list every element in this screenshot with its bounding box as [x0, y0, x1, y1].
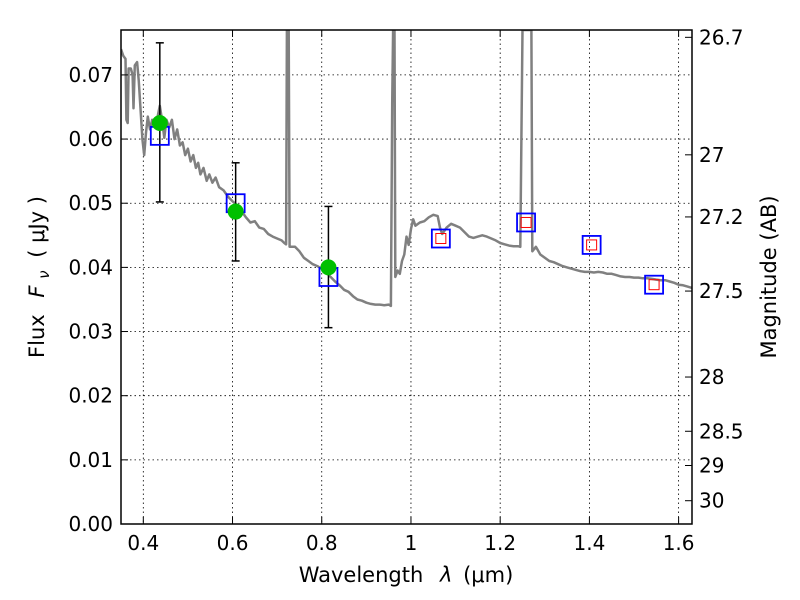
grid [121, 30, 692, 524]
model-band-square [644, 274, 664, 295]
y-axis-ticks: 0.00 0.01 0.02 0.03 0.04 0.05 0.06 0.07 [68, 63, 128, 536]
series-layer [121, 30, 692, 308]
y-axis-label-subscript: ν [35, 270, 53, 278]
observed-flux-point [151, 115, 168, 132]
magnitude-tick-label: 30 [699, 489, 724, 513]
y-tick-label: 0.04 [68, 255, 113, 279]
magnitude-tick-label: 26.7 [699, 25, 744, 49]
x-tick-label: 0.6 [217, 531, 249, 555]
magnitude-tick-label: 28 [699, 365, 724, 389]
magnitude-axis-label: Magnitude (AB) [757, 195, 781, 358]
observed-flux-point [227, 203, 244, 220]
marker-layer [149, 42, 664, 329]
y-tick-label: 0.07 [68, 63, 113, 87]
upper-limit-square [586, 239, 598, 251]
y-tick-label: 0.02 [68, 384, 113, 408]
y-axis-label: Flux F ν ( μJy ) [25, 196, 54, 358]
x-tick-label: 1.4 [573, 531, 605, 555]
y-tick-label: 0.06 [68, 127, 113, 151]
magnitude-tick-label: 27.2 [699, 205, 744, 229]
y-tick-label: 0.00 [68, 512, 113, 536]
x-axis-label: Wavelength λ (μm) [299, 563, 514, 587]
plot-frame [120, 29, 693, 525]
magnitude-tick-label: 29 [699, 453, 724, 477]
y-axis-label-symbol: F [25, 285, 49, 298]
magnitude-axis-ticks: 26.7 27 27.2 27.5 28 28.5 29 30 [685, 25, 744, 513]
magnitude-tick-label: 27 [699, 143, 724, 167]
sed-model-line [121, 30, 692, 308]
model-band-square [430, 228, 451, 249]
x-axis-label-symbol: λ [439, 563, 452, 587]
y-axis-label-text: Flux [25, 314, 49, 358]
x-axis-label-unit: (μm) [463, 563, 513, 587]
y-axis-label-unit: ( μJy ) [25, 196, 49, 258]
y-tick-label: 0.05 [68, 191, 113, 215]
x-axis-ticks: 0.4 0.6 0.8 1 1.2 1.4 1.6 [127, 30, 695, 555]
model-band-square [516, 212, 536, 233]
model-band-square [581, 235, 602, 255]
observed-flux-point [320, 259, 337, 276]
magnitude-tick-label: 28.5 [699, 419, 744, 443]
x-tick-label: 1.2 [484, 531, 516, 555]
y-tick-label: 0.01 [68, 448, 113, 472]
magnitude-tick-label: 27.5 [699, 279, 744, 303]
x-tick-label: 1.6 [663, 531, 695, 555]
upper-limit-square [648, 279, 660, 291]
x-tick-label: 0.4 [127, 531, 159, 555]
x-tick-label: 1 [405, 531, 418, 555]
x-axis-label-text: Wavelength [299, 563, 424, 587]
upper-limit-square [435, 233, 447, 245]
upper-limit-square [520, 216, 532, 228]
x-tick-label: 0.8 [306, 531, 338, 555]
y-tick-label: 0.03 [68, 320, 113, 344]
